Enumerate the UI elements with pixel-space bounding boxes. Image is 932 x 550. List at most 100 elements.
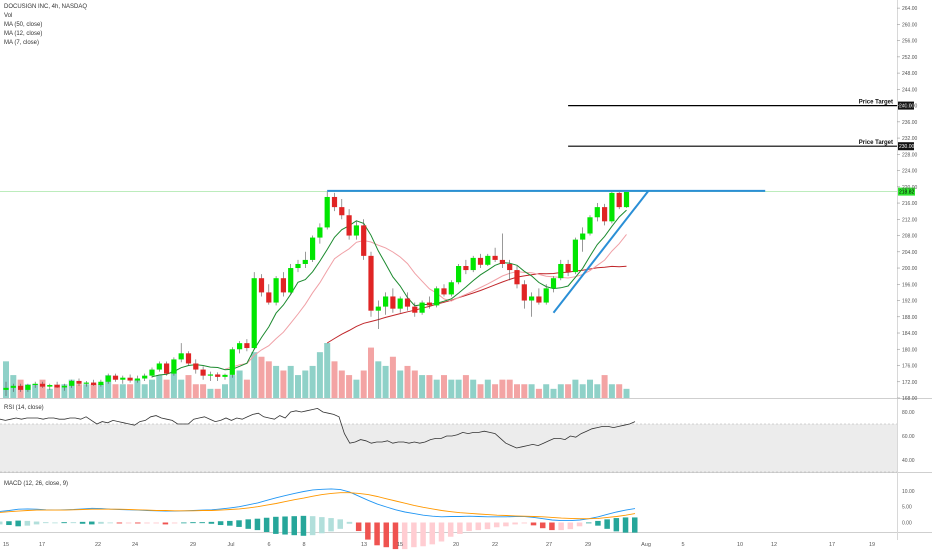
macd-histogram-bar xyxy=(383,522,390,548)
candle-body xyxy=(273,278,279,303)
time-tick-label: 27 xyxy=(546,542,552,548)
volume-bar xyxy=(382,365,389,398)
macd-histogram-bar xyxy=(217,521,224,526)
candle-body xyxy=(477,257,484,265)
volume-bar xyxy=(368,347,374,398)
volume-bar xyxy=(411,370,418,398)
macd-histogram-bar xyxy=(429,522,436,545)
volume-bar xyxy=(557,384,564,398)
candle-body xyxy=(558,263,564,279)
price-tick-label: 252.00 xyxy=(902,55,918,61)
macd-histogram-bar xyxy=(43,522,49,524)
volume-bar xyxy=(302,370,309,398)
macd-histogram-bar xyxy=(98,521,104,524)
candle-body xyxy=(492,255,498,260)
volume-bar xyxy=(331,361,338,398)
rsi-band xyxy=(0,424,897,472)
macd-histogram-bar xyxy=(466,522,472,532)
volume-bar xyxy=(214,388,221,398)
candle-body xyxy=(499,259,505,264)
ma7-line xyxy=(151,209,627,378)
price-tick-label: 172.00 xyxy=(902,380,918,386)
candle-body xyxy=(229,349,235,375)
macd-histogram-bar xyxy=(70,522,77,524)
volume-bar xyxy=(156,375,163,398)
volume-bar xyxy=(492,384,499,398)
time-tick-label: 20 xyxy=(453,542,459,548)
volume-bar xyxy=(68,379,75,398)
candle-body xyxy=(25,385,31,390)
price-tick-label: 212.00 xyxy=(902,217,918,223)
macd-histogram-bar xyxy=(530,522,537,526)
volume-bar xyxy=(462,375,469,398)
macd-histogram-bar xyxy=(52,522,58,524)
candle-body xyxy=(237,343,243,350)
macd-histogram-bar xyxy=(208,521,215,524)
last-price-value: 218.82 xyxy=(899,190,915,196)
time-tick-label: 17 xyxy=(829,542,835,548)
volume-bar xyxy=(127,384,134,398)
macd-histogram-bar xyxy=(125,522,132,524)
candle-body xyxy=(616,192,622,208)
candle-body xyxy=(550,278,557,289)
candle-body xyxy=(368,255,374,311)
volume-bar xyxy=(170,370,177,398)
macd-histogram-bar xyxy=(475,522,482,531)
price-tick-label: 260.00 xyxy=(902,22,918,28)
rsi-tick-label: 40.00 xyxy=(902,458,915,464)
candlesticks xyxy=(3,190,630,396)
candle-body xyxy=(339,207,345,216)
candle-body xyxy=(470,257,476,271)
symbol-title: DOCUSIGN INC, 4h, NASDAQ xyxy=(4,4,88,10)
rising-trendline xyxy=(552,190,650,314)
price-target-label: Price Target xyxy=(859,100,893,106)
price-tick-label: 204.00 xyxy=(902,250,918,256)
candle-body xyxy=(83,382,89,384)
macd-histogram-bar xyxy=(135,522,141,524)
macd-histogram-bar xyxy=(549,522,555,531)
candle-body xyxy=(178,353,184,360)
candle-body xyxy=(105,375,111,382)
candle-body xyxy=(200,369,206,376)
candle-body xyxy=(594,207,600,218)
macd-histogram-bar xyxy=(355,522,362,532)
macd-histogram-bar xyxy=(144,522,150,524)
macd-histogram-bar xyxy=(107,522,113,524)
volume-bar xyxy=(477,384,484,398)
volume-bar xyxy=(535,388,542,398)
time-tick-label: 6 xyxy=(267,542,270,548)
volume-bar xyxy=(61,384,68,398)
macd-histogram-bar xyxy=(61,522,67,524)
price-tick-label: 256.00 xyxy=(902,39,918,45)
candle-body xyxy=(361,225,367,256)
price-tick-label: 176.00 xyxy=(902,364,918,370)
candle-body xyxy=(514,270,520,285)
price-tick-label: 236.00 xyxy=(902,120,918,126)
macd-legend: MACD (12, 26, close, 9) xyxy=(4,481,69,487)
volume-bar xyxy=(324,343,331,398)
macd-histogram-bar xyxy=(199,522,205,524)
macd-histogram-bar xyxy=(512,522,518,525)
candle-body xyxy=(3,387,9,390)
candle-body xyxy=(120,377,126,380)
macd-histogram-bar xyxy=(291,516,297,536)
volume-bar xyxy=(543,384,550,398)
candle-body xyxy=(456,266,462,283)
macd-histogram-bar xyxy=(282,516,288,535)
candle-body xyxy=(346,215,352,236)
candle-body xyxy=(215,374,221,377)
volume-bar xyxy=(163,379,170,398)
volume-bar xyxy=(149,379,155,398)
candle-body xyxy=(134,378,140,381)
volume-bar xyxy=(3,361,9,398)
volume-bar xyxy=(601,375,608,398)
candle-body xyxy=(266,292,272,303)
price-tick-label: 196.00 xyxy=(902,282,918,288)
macd-histogram-bar xyxy=(365,522,371,540)
volume-bar xyxy=(353,379,360,398)
macd-histogram-bar xyxy=(89,521,95,525)
time-tick-label: 10 xyxy=(737,542,743,548)
volume-bar xyxy=(389,356,396,398)
volume-bar xyxy=(207,388,214,398)
